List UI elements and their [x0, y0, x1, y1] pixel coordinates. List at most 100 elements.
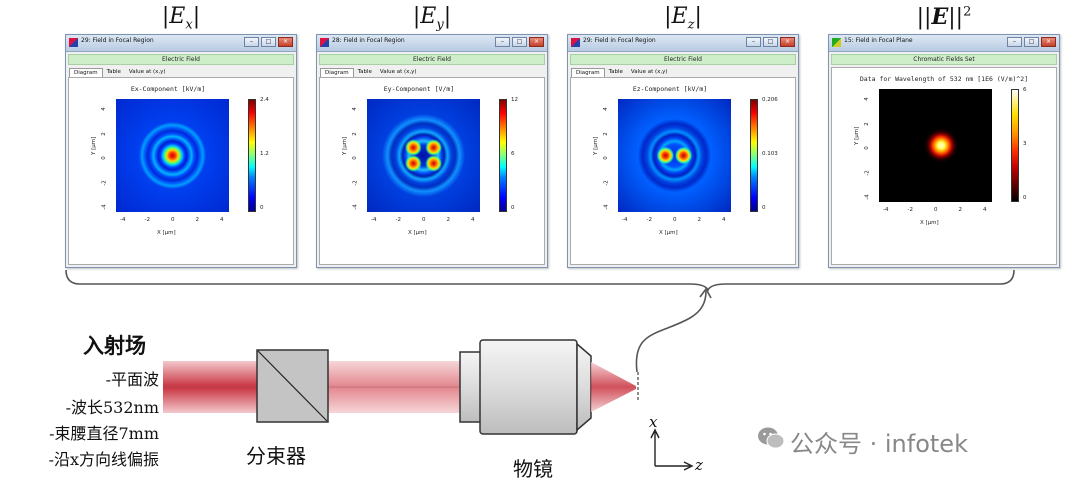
close-button[interactable]: ×: [278, 37, 293, 47]
field-heatmap: [116, 99, 229, 212]
incident-line-2: -波长532nm: [65, 398, 159, 417]
colorbar: [1011, 89, 1019, 202]
minimize-button[interactable]: –: [746, 37, 761, 47]
x-axis-title: X [µm]: [157, 230, 176, 236]
colorbar-tick-label: 0.206: [762, 97, 778, 103]
x-tick-label: 4: [220, 217, 224, 223]
etotal-label: ||E||2: [916, 4, 972, 30]
incident-line-4: -沿x方向线偏振: [48, 450, 159, 469]
beamsplitter-label: 分束器: [246, 444, 306, 468]
plot-title: Data for Wavelength of 532 nm [1E6 (V/m)…: [859, 75, 1029, 83]
plot-area: Data for Wavelength of 532 nm [1E6 (V/m)…: [831, 67, 1057, 265]
field-heatmap: [618, 99, 731, 212]
beamsplitter-cube: [256, 349, 329, 423]
incident-line-1: -平面波: [105, 370, 159, 389]
window-banner: Chromatic Fields Set: [831, 54, 1057, 65]
ex-label: |Ex|: [161, 4, 201, 33]
plot-area: Ez-Component [kV/m] -4 -2 0 2 4 4 2 0 -2 -4 X [µm] Y…: [570, 77, 796, 265]
app-icon: [320, 38, 329, 47]
colorbar-tick-label: 0.103: [762, 151, 778, 157]
objective-label: 物镜: [513, 457, 553, 481]
window-title: 28: Field in Focal Region: [332, 37, 405, 44]
close-button[interactable]: ×: [1041, 37, 1056, 47]
maximize-button[interactable]: □: [763, 37, 778, 47]
window-banner: Electric Field: [570, 54, 796, 65]
objective-lens: [459, 339, 592, 435]
plot-area: Ex-Component [kV/m] -4 -2 0 2 4 4 2 0 -2 -4 X [µm] Y…: [68, 77, 294, 265]
x-tick-label: -2: [395, 217, 401, 223]
tab-value-at-x-y[interactable]: Value at (x,y): [379, 69, 417, 75]
app-icon: [571, 38, 580, 47]
x-tick-label: -2: [144, 217, 150, 223]
tab-diagram[interactable]: Diagram: [571, 68, 605, 77]
plot-title: Ez-Component [kV/m]: [632, 85, 708, 93]
colorbar-tick-label: 3: [1023, 141, 1027, 147]
coordinate-axes: [650, 428, 694, 471]
minimize-button[interactable]: –: [244, 37, 259, 47]
x-tick-label: 0: [171, 217, 175, 223]
tab-value-at-x-y[interactable]: Value at (x,y): [128, 69, 166, 75]
plot-title: Ey-Component [V/m]: [383, 85, 455, 93]
close-button[interactable]: ×: [529, 37, 544, 47]
window-title: 29: Field in Focal Region: [81, 37, 154, 44]
field-heatmap: [367, 99, 480, 212]
focused-beam: [591, 362, 636, 412]
field-window-3: 29: Field in Focal Region – □ × Electric Fie…: [567, 34, 799, 268]
incident-title: 入射场: [83, 334, 146, 358]
window-title: 29: Field in Focal Region: [583, 37, 656, 44]
colorbar: [750, 99, 758, 212]
window-title: 15: Field in Focal Plane: [844, 37, 913, 44]
tab-value-at-x-y[interactable]: Value at (x,y): [630, 69, 668, 75]
app-icon: [832, 38, 841, 47]
x-tick-label: -4: [120, 217, 126, 223]
colorbar-tick-label: 0: [762, 205, 766, 211]
watermark: 公众号 · infotek: [790, 430, 968, 458]
close-button[interactable]: ×: [780, 37, 795, 47]
window-titlebar: 15: Field in Focal Plane – □ ×: [829, 35, 1059, 52]
ez-label: |Ez|: [664, 4, 702, 33]
x-tick-label: 2: [697, 217, 702, 223]
maximize-button[interactable]: □: [1024, 37, 1039, 47]
tab-table[interactable]: Table: [106, 69, 121, 75]
minimize-button[interactable]: –: [495, 37, 510, 47]
x-tick-label: 2: [958, 207, 963, 213]
colorbar-tick-label: 6: [1023, 87, 1027, 93]
tab-table[interactable]: Table: [608, 69, 623, 75]
colorbar-tick-label: 12: [511, 97, 518, 103]
x-tick-label: -2: [646, 217, 652, 223]
colorbar: [248, 99, 256, 212]
x-tick-label: -2: [907, 207, 913, 213]
x-tick-label: 4: [722, 217, 726, 223]
tab-table[interactable]: Table: [357, 69, 372, 75]
x-axis-title: X [µm]: [659, 230, 678, 236]
maximize-button[interactable]: □: [512, 37, 527, 47]
x-tick-label: 2: [446, 217, 451, 223]
x-tick-label: 0: [673, 217, 677, 223]
x-tick-label: 0: [934, 207, 938, 213]
minimize-button[interactable]: –: [1007, 37, 1022, 47]
colorbar-tick-label: 0: [511, 205, 515, 211]
app-icon: [69, 38, 78, 47]
maximize-button[interactable]: □: [261, 37, 276, 47]
x-tick-label: 4: [983, 207, 987, 213]
grouping-brace: [65, 269, 1015, 292]
x-tick-label: -4: [371, 217, 377, 223]
plot-area: Ey-Component [V/m] -4 -2 0 2 4 4 2 0 -2 -4 X [µm] Y …: [319, 77, 545, 265]
x-axis-title: X [µm]: [408, 230, 427, 236]
window-titlebar: 29: Field in Focal Region – □ ×: [568, 35, 798, 52]
x-tick-label: 0: [422, 217, 426, 223]
x-tick-label: -4: [883, 207, 889, 213]
wechat-icon: [758, 427, 785, 449]
x-tick-label: 4: [471, 217, 475, 223]
plot-title: Ex-Component [kV/m]: [130, 85, 206, 93]
tab-diagram[interactable]: Diagram: [69, 68, 103, 77]
x-tick-label: 2: [195, 217, 200, 223]
colorbar-tick-label: 6: [511, 151, 515, 157]
window-banner: Electric Field: [68, 54, 294, 65]
tab-diagram[interactable]: Diagram: [320, 68, 354, 77]
window-titlebar: 29: Field in Focal Region – □ ×: [66, 35, 296, 52]
ey-label: |Ey|: [412, 4, 452, 33]
z-axis-label: z: [695, 456, 703, 474]
colorbar-tick-label: 2.4: [260, 97, 269, 103]
x-tick-label: -4: [622, 217, 628, 223]
